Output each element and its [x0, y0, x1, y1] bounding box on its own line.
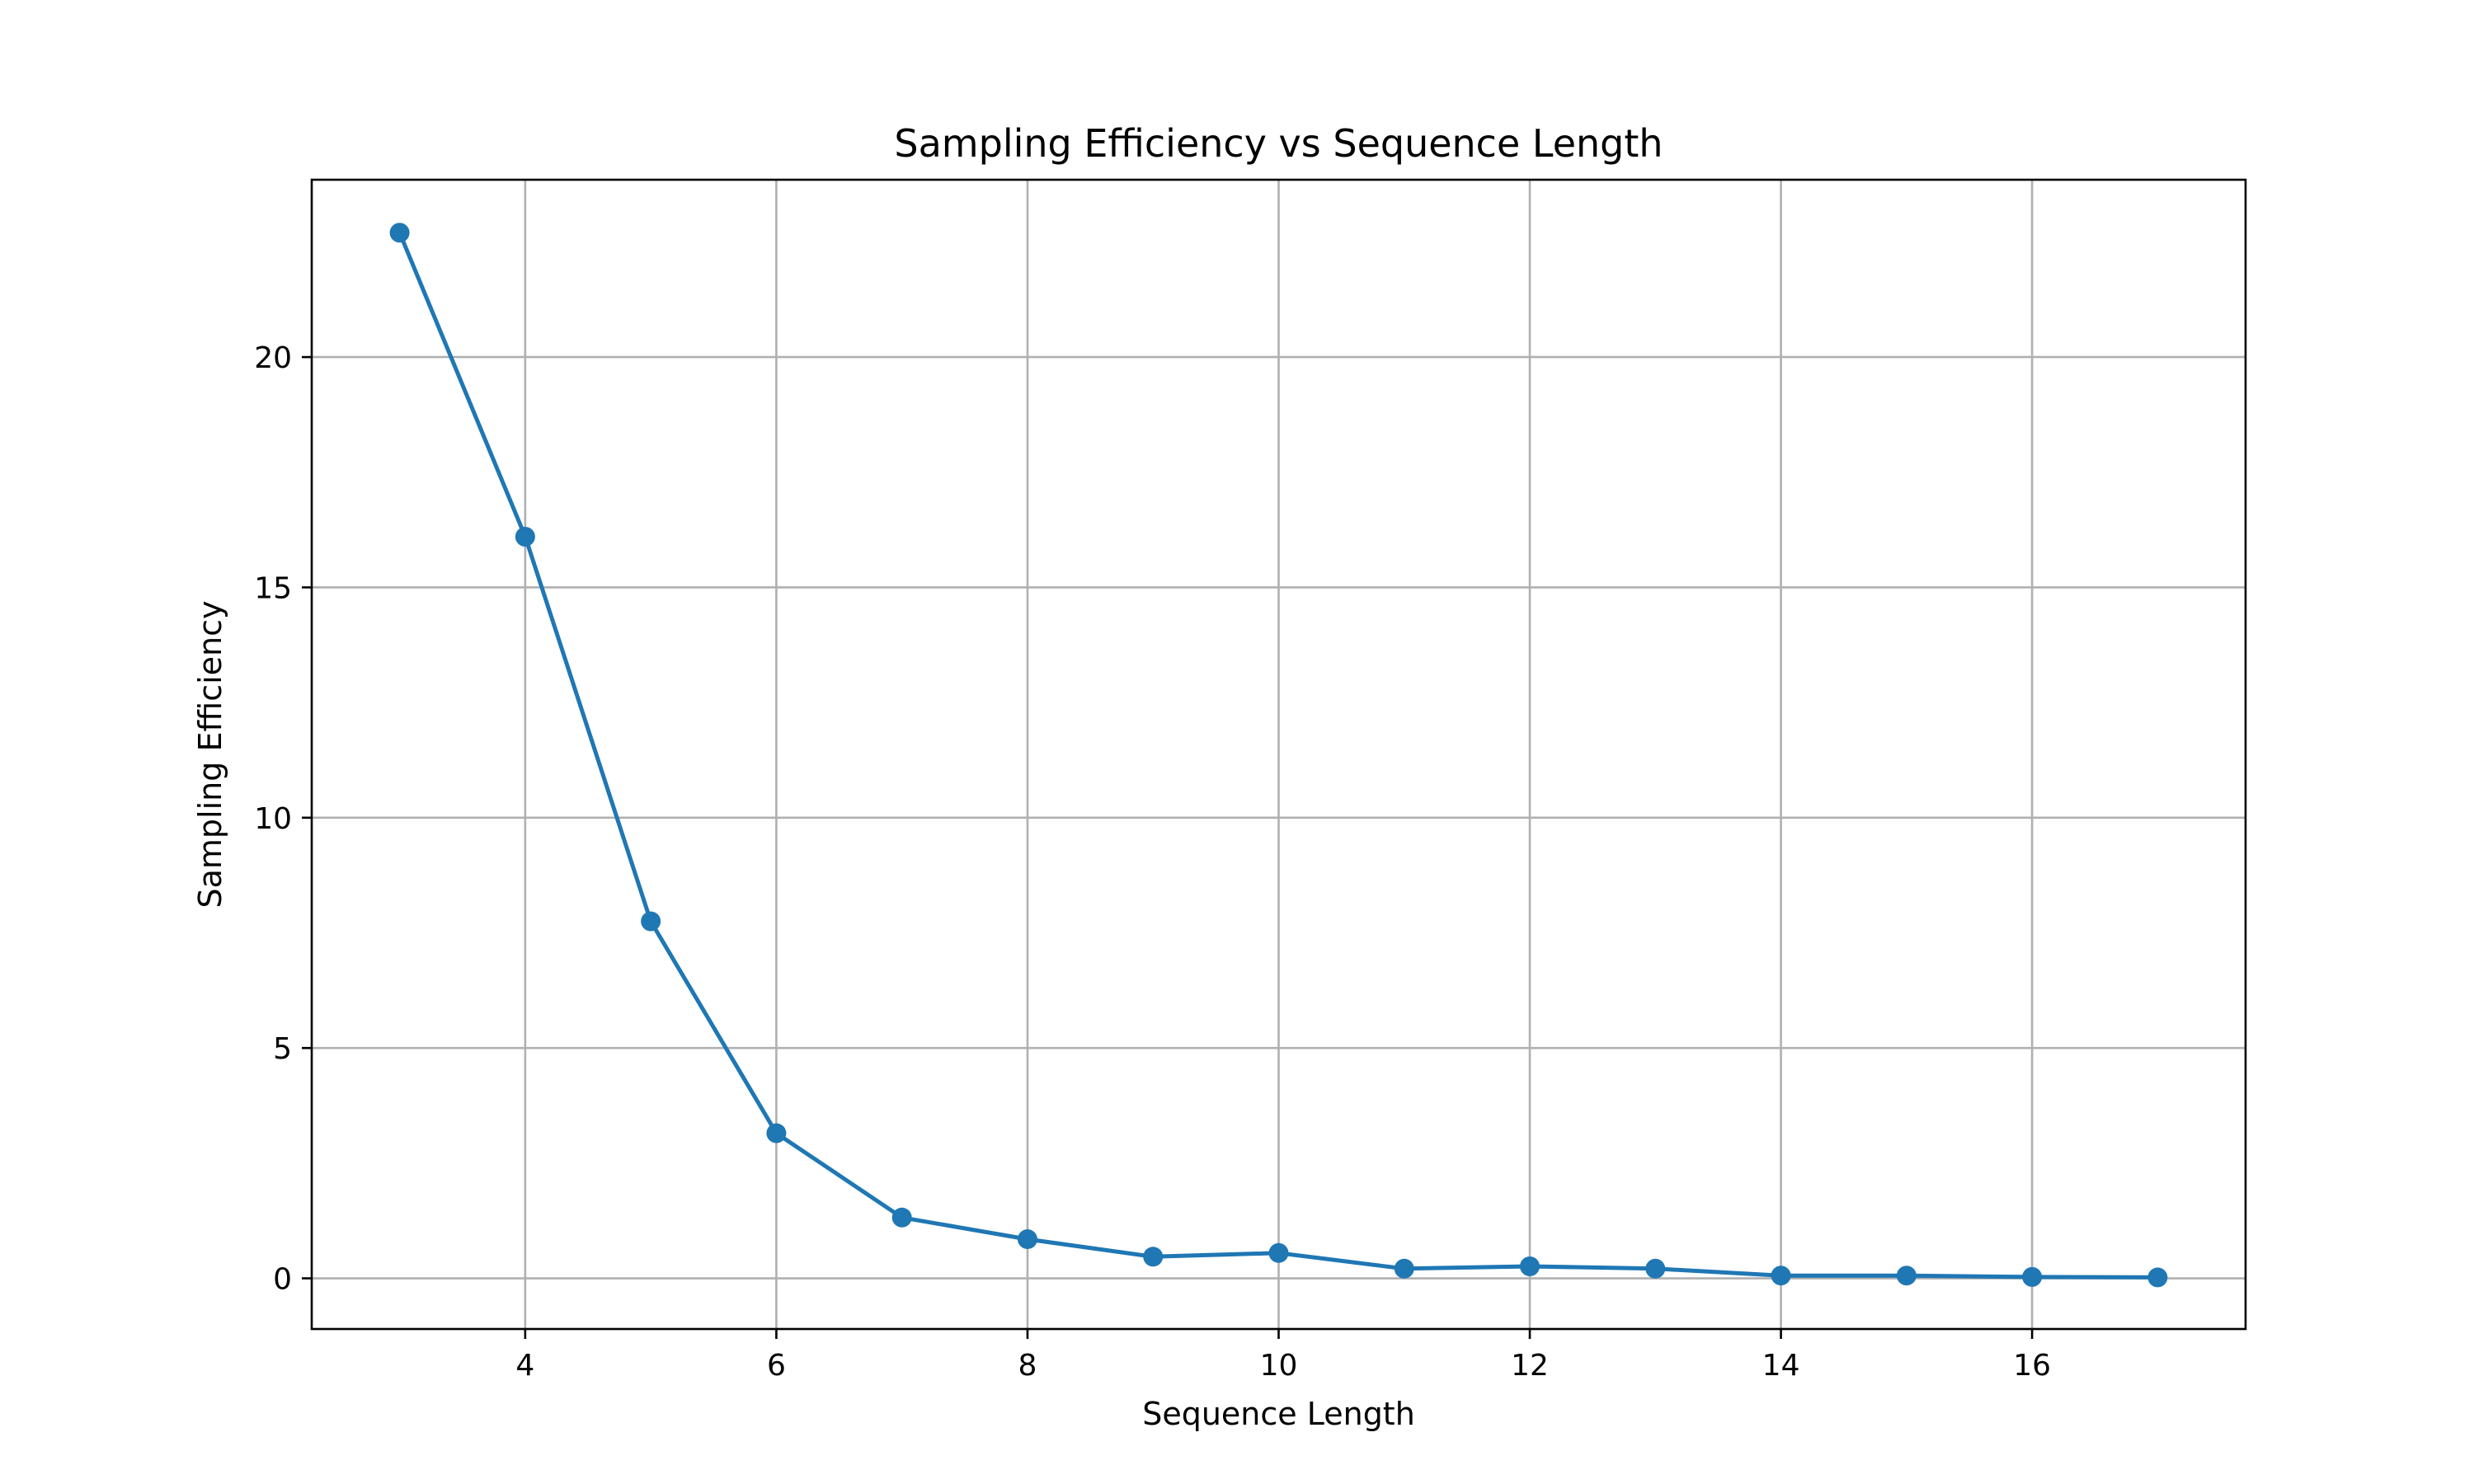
y-tick-label: 5 — [273, 1032, 292, 1066]
x-tick-label: 16 — [2013, 1349, 2051, 1383]
x-tick-label: 10 — [1260, 1349, 1298, 1383]
data-point — [2022, 1266, 2043, 1287]
y-tick-label: 10 — [254, 802, 292, 836]
data-point — [766, 1123, 787, 1144]
data-point — [1771, 1266, 1791, 1286]
data-point — [1268, 1242, 1289, 1263]
x-tick-label: 8 — [1018, 1349, 1037, 1383]
data-point — [641, 911, 661, 932]
x-axis-label: Sequence Length — [1142, 1396, 1415, 1432]
x-tick-label: 12 — [1511, 1349, 1549, 1383]
x-tick-label: 14 — [1762, 1349, 1800, 1383]
data-point — [1896, 1266, 1917, 1286]
y-axis-label: Sampling Efficiency — [192, 601, 228, 909]
y-tick-label: 15 — [254, 571, 292, 605]
y-tick-label: 0 — [273, 1263, 292, 1297]
data-point — [1143, 1247, 1164, 1267]
grid — [312, 180, 2246, 1329]
data-point — [1645, 1258, 1666, 1279]
series-layer — [389, 223, 2168, 1288]
y-tick-label: 20 — [254, 341, 292, 375]
x-tick-label: 6 — [767, 1349, 786, 1383]
data-point — [891, 1207, 912, 1228]
chart-title: Sampling Efficiency vs Sequence Length — [894, 121, 1663, 166]
axis-ticks: 4 6 8 10 12 14 16 0 5 10 15 20 — [254, 341, 2051, 1383]
data-point — [1394, 1258, 1414, 1279]
data-point — [2147, 1267, 2168, 1288]
data-point — [389, 223, 410, 243]
data-point — [1520, 1256, 1540, 1277]
data-point — [515, 527, 535, 547]
x-tick-label: 4 — [515, 1349, 534, 1383]
data-point — [1017, 1229, 1037, 1250]
